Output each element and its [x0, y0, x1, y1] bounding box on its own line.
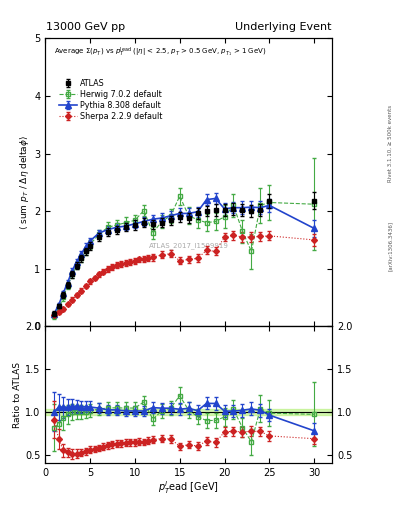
- Text: Average $\Sigma(p_T)$ vs $p_T^{\rm lead}$ ($|\eta|$ < 2.5, $p_T$ > 0.5 GeV, $p_{: Average $\Sigma(p_T)$ vs $p_T^{\rm lead}…: [54, 46, 266, 59]
- Y-axis label: $\langle$ sum $p_T$ / $\Delta\eta$ delta$\phi\rangle$: $\langle$ sum $p_T$ / $\Delta\eta$ delta…: [18, 135, 31, 230]
- Text: 13000 GeV pp: 13000 GeV pp: [46, 22, 125, 32]
- Text: ATLAS_2017_I1509919: ATLAS_2017_I1509919: [149, 242, 229, 249]
- X-axis label: $p_T^l$ead [GeV]: $p_T^l$ead [GeV]: [158, 480, 219, 497]
- Y-axis label: Ratio to ATLAS: Ratio to ATLAS: [13, 362, 22, 428]
- Text: Rivet 3.1.10, ≥ 500k events: Rivet 3.1.10, ≥ 500k events: [387, 105, 392, 182]
- Text: [arXiv:1306.3436]: [arXiv:1306.3436]: [387, 221, 392, 271]
- Bar: [45, 409, 332, 415]
- Text: Underlying Event: Underlying Event: [235, 22, 331, 32]
- Legend: ATLAS, Herwig 7.0.2 default, Pythia 8.308 default, Sherpa 2.2.9 default: ATLAS, Herwig 7.0.2 default, Pythia 8.30…: [58, 77, 164, 122]
